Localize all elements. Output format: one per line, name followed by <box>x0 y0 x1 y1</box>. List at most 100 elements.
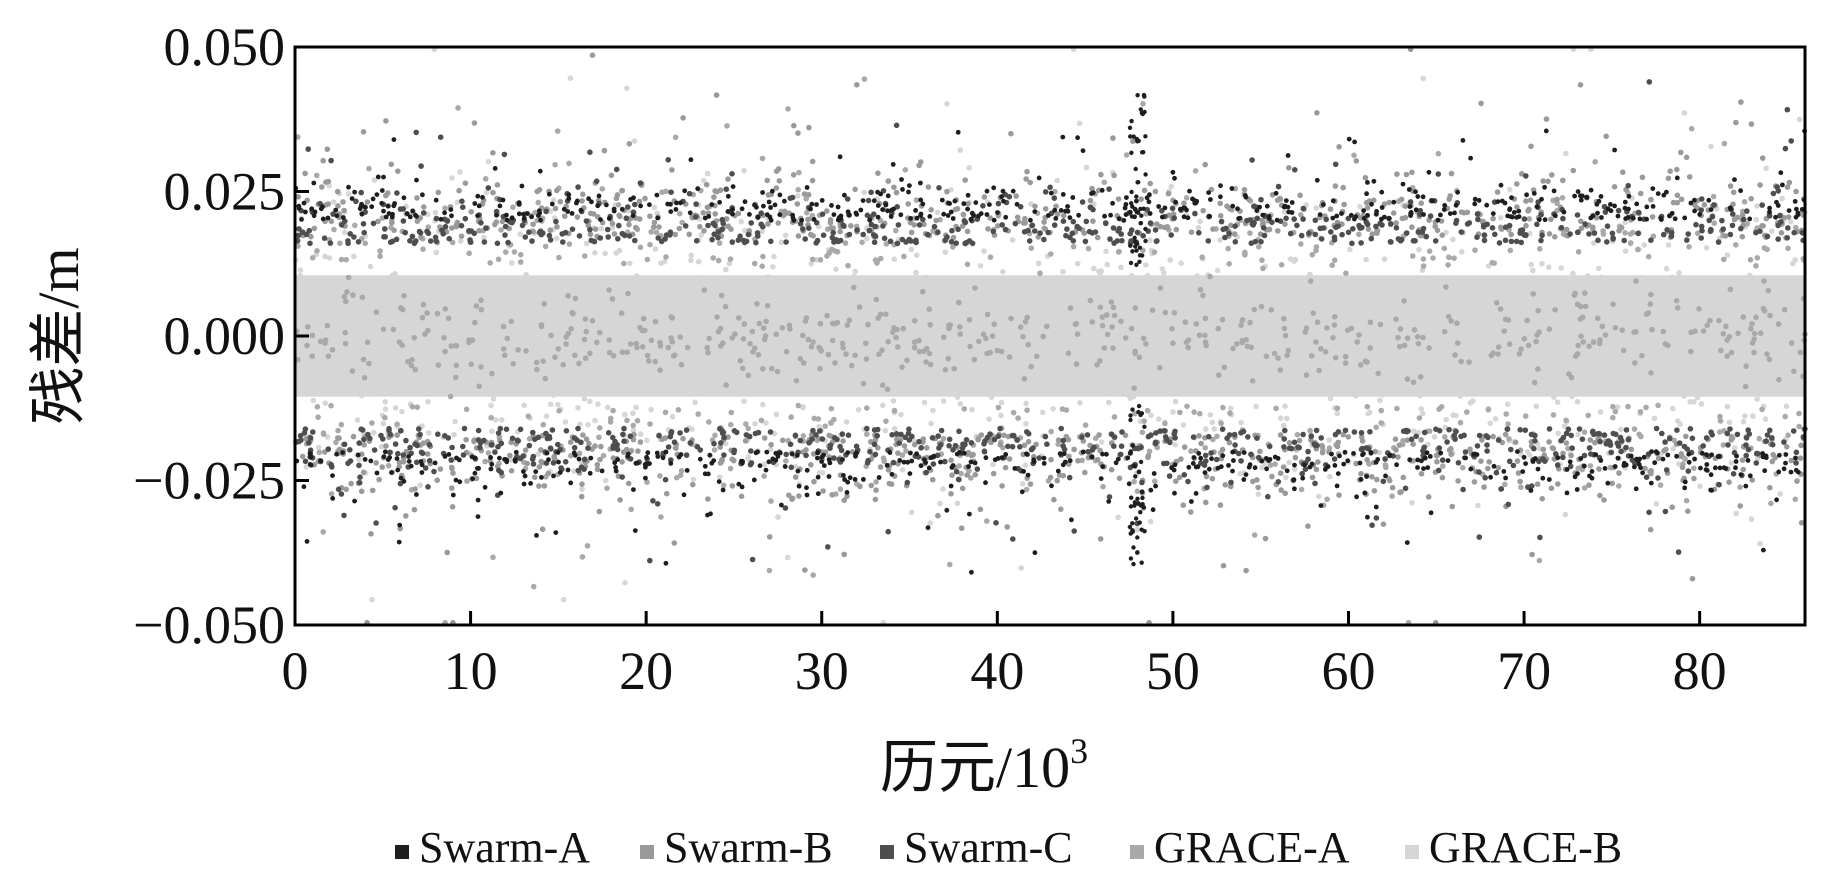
data-point <box>810 233 816 239</box>
data-point <box>768 238 774 245</box>
data-point <box>945 333 951 340</box>
data-point <box>546 457 551 462</box>
data-point <box>574 214 581 220</box>
data-point <box>797 355 804 362</box>
data-point <box>907 183 912 189</box>
data-point <box>980 331 987 338</box>
data-point <box>556 254 562 261</box>
data-point <box>301 200 307 206</box>
data-point <box>376 476 382 483</box>
data-point <box>875 203 881 209</box>
data-point <box>323 299 330 306</box>
data-point <box>875 315 881 321</box>
data-point <box>356 462 362 469</box>
data-point <box>585 421 591 428</box>
data-point <box>1457 419 1464 426</box>
data-point <box>1562 511 1569 518</box>
data-point <box>1523 222 1529 229</box>
data-point <box>1545 264 1552 271</box>
data-point <box>1181 472 1188 478</box>
data-point <box>1689 435 1696 442</box>
data-point <box>1773 214 1778 220</box>
data-point <box>1706 197 1712 203</box>
data-point <box>1144 407 1151 414</box>
data-point <box>325 178 332 185</box>
data-point <box>587 470 593 476</box>
data-point <box>1506 458 1513 465</box>
data-point <box>914 451 919 457</box>
data-point <box>1413 433 1419 440</box>
data-point <box>1282 332 1289 339</box>
data-point <box>1617 434 1624 441</box>
data-point <box>1675 342 1682 348</box>
data-point <box>1284 352 1290 359</box>
data-point <box>485 158 492 165</box>
data-point <box>1508 231 1514 238</box>
data-point <box>447 322 454 329</box>
data-point <box>1558 265 1565 271</box>
data-point <box>879 347 885 353</box>
data-point <box>468 361 475 368</box>
data-point <box>1578 456 1584 461</box>
data-point <box>345 238 351 244</box>
data-point <box>1666 435 1673 442</box>
data-point <box>1099 314 1106 320</box>
data-point <box>418 459 424 464</box>
data-point <box>783 451 789 458</box>
data-point <box>1555 481 1561 487</box>
data-point <box>1248 344 1255 351</box>
data-point <box>1359 438 1366 444</box>
data-point <box>1224 435 1230 442</box>
data-point <box>1295 444 1301 450</box>
data-point <box>1503 411 1509 417</box>
data-point <box>758 210 764 216</box>
data-point <box>840 438 846 444</box>
data-point <box>899 236 906 243</box>
data-point <box>880 278 886 285</box>
data-point <box>1219 316 1226 323</box>
data-point <box>937 500 943 507</box>
data-point <box>1792 309 1798 315</box>
data-point <box>616 212 622 219</box>
data-point <box>330 496 336 501</box>
data-point <box>1610 301 1616 308</box>
data-point <box>1239 317 1246 323</box>
data-point <box>1750 413 1756 419</box>
data-point <box>688 252 694 259</box>
data-point <box>1697 376 1704 382</box>
data-point <box>1281 444 1287 450</box>
data-point <box>714 314 720 320</box>
data-point <box>1089 447 1096 453</box>
data-point <box>588 455 594 461</box>
data-point <box>1125 455 1131 461</box>
data-point <box>1127 230 1133 237</box>
data-point <box>1691 399 1697 405</box>
data-point <box>1048 428 1054 435</box>
data-point <box>621 425 627 432</box>
data-point <box>1668 229 1675 236</box>
data-point <box>504 217 510 223</box>
data-point <box>908 450 913 456</box>
data-point <box>1649 326 1655 333</box>
data-point <box>1232 442 1238 448</box>
data-point <box>511 328 517 334</box>
data-point <box>1574 212 1581 218</box>
data-point <box>741 398 747 405</box>
data-point <box>1206 466 1212 472</box>
data-point <box>295 194 302 200</box>
data-point <box>1474 234 1480 240</box>
data-point <box>370 196 376 202</box>
data-point <box>475 193 481 199</box>
data-point <box>1420 256 1427 262</box>
data-point <box>1122 432 1129 439</box>
data-point <box>579 481 585 488</box>
data-point <box>1191 455 1197 460</box>
data-point <box>620 431 626 438</box>
data-point <box>913 208 918 213</box>
data-point <box>449 504 456 510</box>
data-point <box>1148 325 1155 331</box>
data-point <box>1396 442 1403 448</box>
data-point <box>1256 244 1262 250</box>
data-point <box>799 217 805 223</box>
data-point <box>737 358 744 364</box>
